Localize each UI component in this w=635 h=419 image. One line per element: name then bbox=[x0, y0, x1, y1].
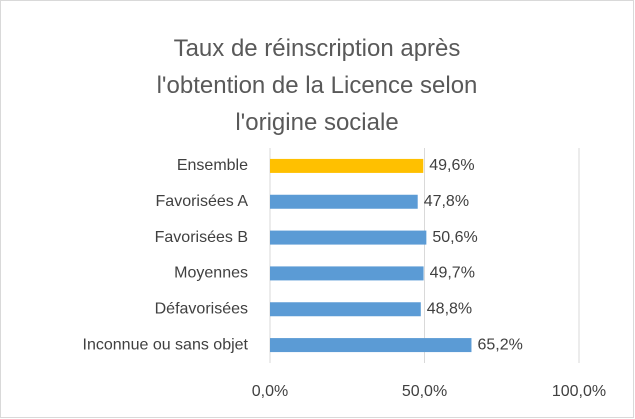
data-label: 50,6% bbox=[432, 229, 477, 246]
x-tick-label: 100,0% bbox=[552, 383, 606, 400]
data-label: 47,8% bbox=[424, 193, 469, 210]
chart-title: Taux de réinscription après l'obtention … bbox=[156, 35, 478, 136]
y-tick-label: Ensemble bbox=[177, 157, 248, 174]
y-tick-label: Inconnue ou sans objet bbox=[83, 336, 249, 353]
data-label: 49,7% bbox=[430, 265, 475, 282]
data-label: 65,2% bbox=[477, 336, 522, 353]
x-tick-label: 50,0% bbox=[402, 383, 447, 400]
data-label: 48,8% bbox=[427, 300, 472, 317]
y-tick-label: Favorisées A bbox=[156, 193, 249, 210]
bar bbox=[270, 158, 424, 173]
x-tick-label: 0,0% bbox=[252, 383, 288, 400]
y-tick-label: Défavorisées bbox=[155, 300, 248, 317]
bar bbox=[270, 194, 418, 209]
bar bbox=[270, 338, 472, 353]
bar bbox=[270, 230, 427, 245]
data-label: 49,6% bbox=[429, 157, 474, 174]
bar bbox=[270, 302, 421, 317]
y-tick-label: Favorisées B bbox=[155, 229, 248, 246]
y-tick-label: Moyennes bbox=[174, 265, 248, 282]
bar bbox=[270, 266, 424, 281]
